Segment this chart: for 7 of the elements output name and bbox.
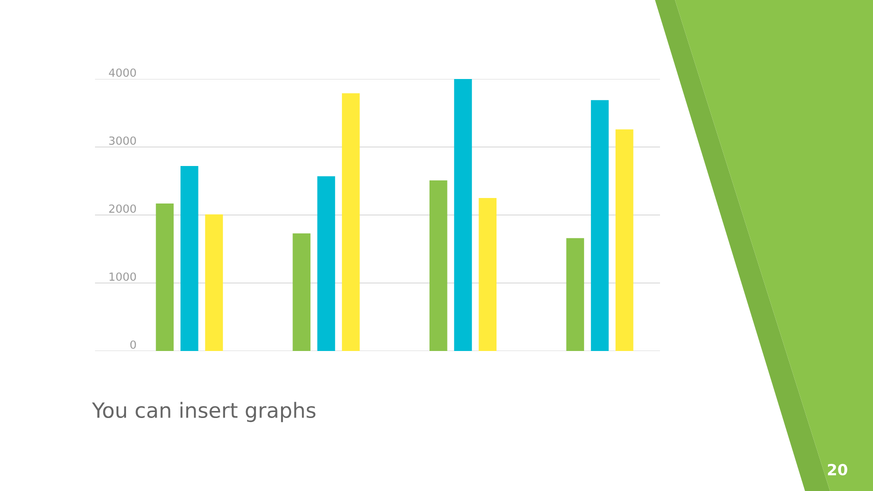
y-tick-label: 1000: [110, 272, 136, 281]
text: 20: [828, 464, 848, 476]
text: You can insert graphs: [92, 402, 316, 422]
y-tick-label: 3000: [109, 136, 136, 145]
y-tick-label: 0: [130, 340, 136, 349]
y-tick-label: 2000: [109, 204, 136, 213]
y-tick-label: 4000: [108, 68, 136, 77]
